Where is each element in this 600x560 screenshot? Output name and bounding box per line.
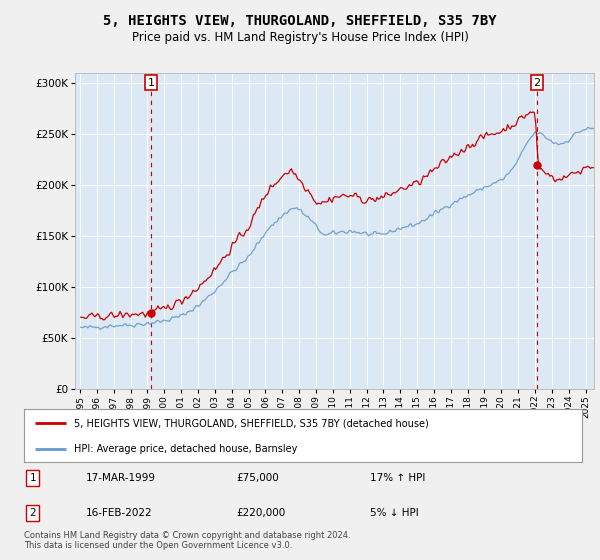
Text: 16-FEB-2022: 16-FEB-2022 <box>85 508 152 518</box>
Text: 2: 2 <box>29 508 36 518</box>
Text: 5% ↓ HPI: 5% ↓ HPI <box>370 508 419 518</box>
Text: 17-MAR-1999: 17-MAR-1999 <box>85 473 155 483</box>
Text: 17% ↑ HPI: 17% ↑ HPI <box>370 473 425 483</box>
Text: 5, HEIGHTS VIEW, THURGOLAND, SHEFFIELD, S35 7BY (detached house): 5, HEIGHTS VIEW, THURGOLAND, SHEFFIELD, … <box>74 418 429 428</box>
Text: Price paid vs. HM Land Registry's House Price Index (HPI): Price paid vs. HM Land Registry's House … <box>131 31 469 44</box>
Text: HPI: Average price, detached house, Barnsley: HPI: Average price, detached house, Barn… <box>74 444 298 454</box>
Text: 1: 1 <box>29 473 36 483</box>
Text: 1: 1 <box>148 77 154 87</box>
Text: £75,000: £75,000 <box>236 473 279 483</box>
Text: 2: 2 <box>533 77 541 87</box>
Text: Contains HM Land Registry data © Crown copyright and database right 2024.
This d: Contains HM Land Registry data © Crown c… <box>24 531 350 550</box>
Text: £220,000: £220,000 <box>236 508 285 518</box>
Text: 5, HEIGHTS VIEW, THURGOLAND, SHEFFIELD, S35 7BY: 5, HEIGHTS VIEW, THURGOLAND, SHEFFIELD, … <box>103 14 497 28</box>
